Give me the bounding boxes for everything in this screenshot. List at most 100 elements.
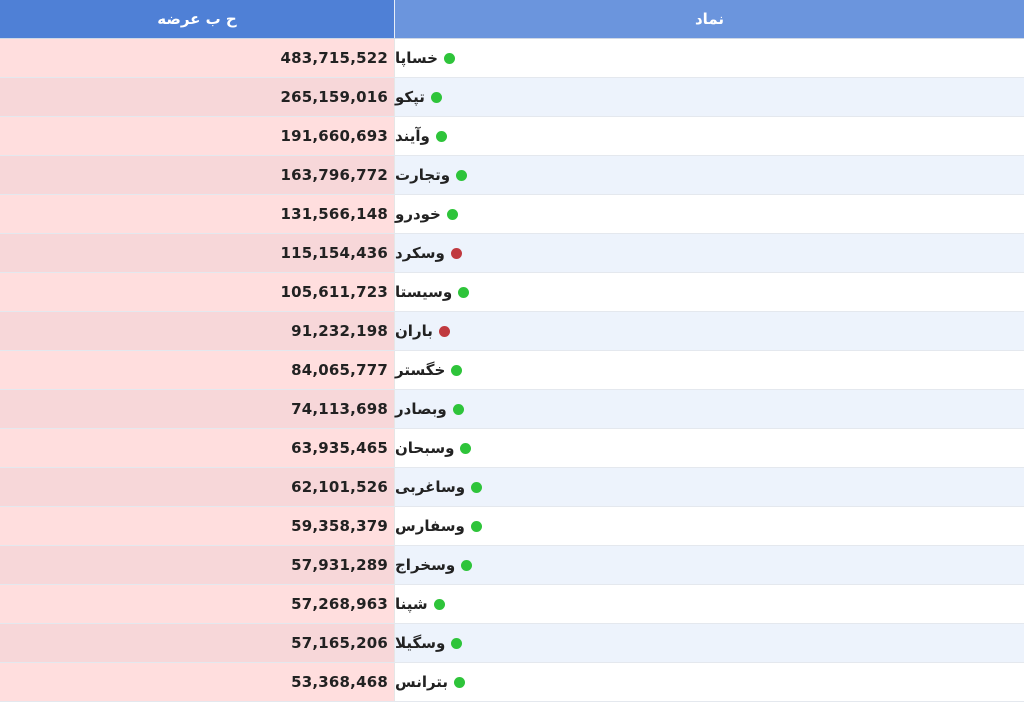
supply-volume-cell: 84,065,777	[0, 351, 395, 389]
table-row[interactable]: 191,660,693 وآیند	[0, 117, 1024, 156]
symbol-wrapper: وآیند	[395, 127, 447, 145]
supply-volume-cell: 191,660,693	[0, 117, 395, 155]
status-dot-red-icon	[438, 325, 450, 337]
symbol-label[interactable]: وسبحان	[395, 439, 455, 457]
table-body: 483,715,522 خساپا 265,159,016 تپکو 191,660,6…	[0, 39, 1024, 702]
supply-volume-cell: 74,113,698	[0, 390, 395, 428]
column-header-supply-volume[interactable]: ح ب عرضه	[0, 0, 395, 38]
status-dot-green-icon	[460, 442, 472, 454]
symbol-label[interactable]: وبصادر	[395, 400, 447, 418]
symbol-cell[interactable]: شپنا	[395, 585, 1024, 623]
symbol-wrapper: خگستر	[395, 361, 463, 379]
symbol-cell[interactable]: خودرو	[395, 195, 1024, 233]
symbol-cell[interactable]: وسیستا	[395, 273, 1024, 311]
supply-volume-cell: 105,611,723	[0, 273, 395, 311]
symbol-cell[interactable]: وآیند	[395, 117, 1024, 155]
table-row[interactable]: 57,268,963 شپنا	[0, 585, 1024, 624]
supply-volume-cell: 483,715,522	[0, 39, 395, 77]
symbol-label[interactable]: وسفارس	[395, 517, 465, 535]
symbol-label[interactable]: وسگیلا	[395, 634, 446, 652]
status-dot-green-icon	[435, 130, 447, 142]
status-dot-green-icon	[451, 637, 463, 649]
supply-volume-cell: 63,935,465	[0, 429, 395, 467]
supply-volume-cell: 59,358,379	[0, 507, 395, 545]
symbol-label[interactable]: خساپا	[395, 49, 438, 67]
symbol-label[interactable]: وآیند	[395, 127, 430, 145]
table-header: ح ب عرضه نماد	[0, 0, 1024, 39]
supply-volume-cell: 62,101,526	[0, 468, 395, 506]
symbol-label[interactable]: وسکرد	[395, 244, 445, 262]
table-row[interactable]: 84,065,777 خگستر	[0, 351, 1024, 390]
symbol-label[interactable]: تپکو	[395, 88, 425, 106]
column-header-symbol[interactable]: نماد	[395, 0, 1024, 38]
symbol-cell[interactable]: باران	[395, 312, 1024, 350]
symbol-label[interactable]: وساغربی	[395, 478, 466, 496]
symbol-label[interactable]: وسیستا	[395, 283, 453, 301]
symbol-wrapper: خساپا	[395, 49, 455, 67]
supply-volume-cell: 53,368,468	[0, 663, 395, 701]
symbol-wrapper: وسخراج	[395, 556, 473, 574]
status-dot-green-icon	[458, 286, 470, 298]
status-dot-green-icon	[454, 676, 466, 688]
supply-volume-cell: 265,159,016	[0, 78, 395, 116]
status-dot-green-icon	[433, 598, 445, 610]
table-row[interactable]: 59,358,379 وسفارس	[0, 507, 1024, 546]
symbol-cell[interactable]: وسگیلا	[395, 624, 1024, 662]
symbol-label[interactable]: بترانس	[395, 673, 449, 691]
status-dot-green-icon	[446, 208, 458, 220]
symbol-label[interactable]: باران	[395, 322, 433, 340]
table-row[interactable]: 483,715,522 خساپا	[0, 39, 1024, 78]
table-row[interactable]: 53,368,468 بترانس	[0, 663, 1024, 702]
supply-volume-cell: 91,232,198	[0, 312, 395, 350]
symbol-cell[interactable]: خساپا	[395, 39, 1024, 77]
status-dot-green-icon	[471, 481, 483, 493]
symbol-wrapper: وبصادر	[395, 400, 464, 418]
symbol-cell[interactable]: وسکرد	[395, 234, 1024, 272]
symbol-cell[interactable]: تپکو	[395, 78, 1024, 116]
supply-volume-cell: 57,268,963	[0, 585, 395, 623]
supply-volume-cell: 115,154,436	[0, 234, 395, 272]
symbol-label[interactable]: شپنا	[395, 595, 428, 613]
table-row[interactable]: 62,101,526 وساغربی	[0, 468, 1024, 507]
table-row[interactable]: 265,159,016 تپکو	[0, 78, 1024, 117]
table-row[interactable]: 74,113,698 وبصادر	[0, 390, 1024, 429]
status-dot-green-icon	[430, 91, 442, 103]
table-row[interactable]: 63,935,465 وسبحان	[0, 429, 1024, 468]
symbol-cell[interactable]: وتجارت	[395, 156, 1024, 194]
table-row[interactable]: 163,796,772 وتجارت	[0, 156, 1024, 195]
status-dot-green-icon	[443, 52, 455, 64]
table-row[interactable]: 91,232,198 باران	[0, 312, 1024, 351]
symbol-wrapper: وساغربی	[395, 478, 483, 496]
table-row[interactable]: 131,566,148 خودرو	[0, 195, 1024, 234]
symbol-wrapper: وتجارت	[395, 166, 468, 184]
symbol-wrapper: وسکرد	[395, 244, 462, 262]
symbol-wrapper: باران	[395, 322, 450, 340]
table-row[interactable]: 115,154,436 وسکرد	[0, 234, 1024, 273]
table-row[interactable]: 57,165,206 وسگیلا	[0, 624, 1024, 663]
symbol-label[interactable]: خودرو	[395, 205, 441, 223]
supply-volume-cell: 131,566,148	[0, 195, 395, 233]
symbol-cell[interactable]: وسخراج	[395, 546, 1024, 584]
symbol-label[interactable]: وسخراج	[395, 556, 456, 574]
symbol-cell[interactable]: وبصادر	[395, 390, 1024, 428]
status-dot-red-icon	[450, 247, 462, 259]
symbol-cell[interactable]: بترانس	[395, 663, 1024, 701]
symbol-cell[interactable]: وسفارس	[395, 507, 1024, 545]
status-dot-green-icon	[451, 364, 463, 376]
symbol-wrapper: وسبحان	[395, 439, 472, 457]
symbol-wrapper: تپکو	[395, 88, 442, 106]
symbol-wrapper: خودرو	[395, 205, 458, 223]
symbol-cell[interactable]: خگستر	[395, 351, 1024, 389]
supply-volume-cell: 57,931,289	[0, 546, 395, 584]
symbol-cell[interactable]: وساغربی	[395, 468, 1024, 506]
status-dot-green-icon	[470, 520, 482, 532]
table-row[interactable]: 57,931,289 وسخراج	[0, 546, 1024, 585]
status-dot-green-icon	[452, 403, 464, 415]
table-row[interactable]: 105,611,723 وسیستا	[0, 273, 1024, 312]
status-dot-green-icon	[456, 169, 468, 181]
symbol-cell[interactable]: وسبحان	[395, 429, 1024, 467]
symbol-label[interactable]: وتجارت	[395, 166, 451, 184]
symbol-wrapper: وسیستا	[395, 283, 470, 301]
symbol-label[interactable]: خگستر	[395, 361, 446, 379]
